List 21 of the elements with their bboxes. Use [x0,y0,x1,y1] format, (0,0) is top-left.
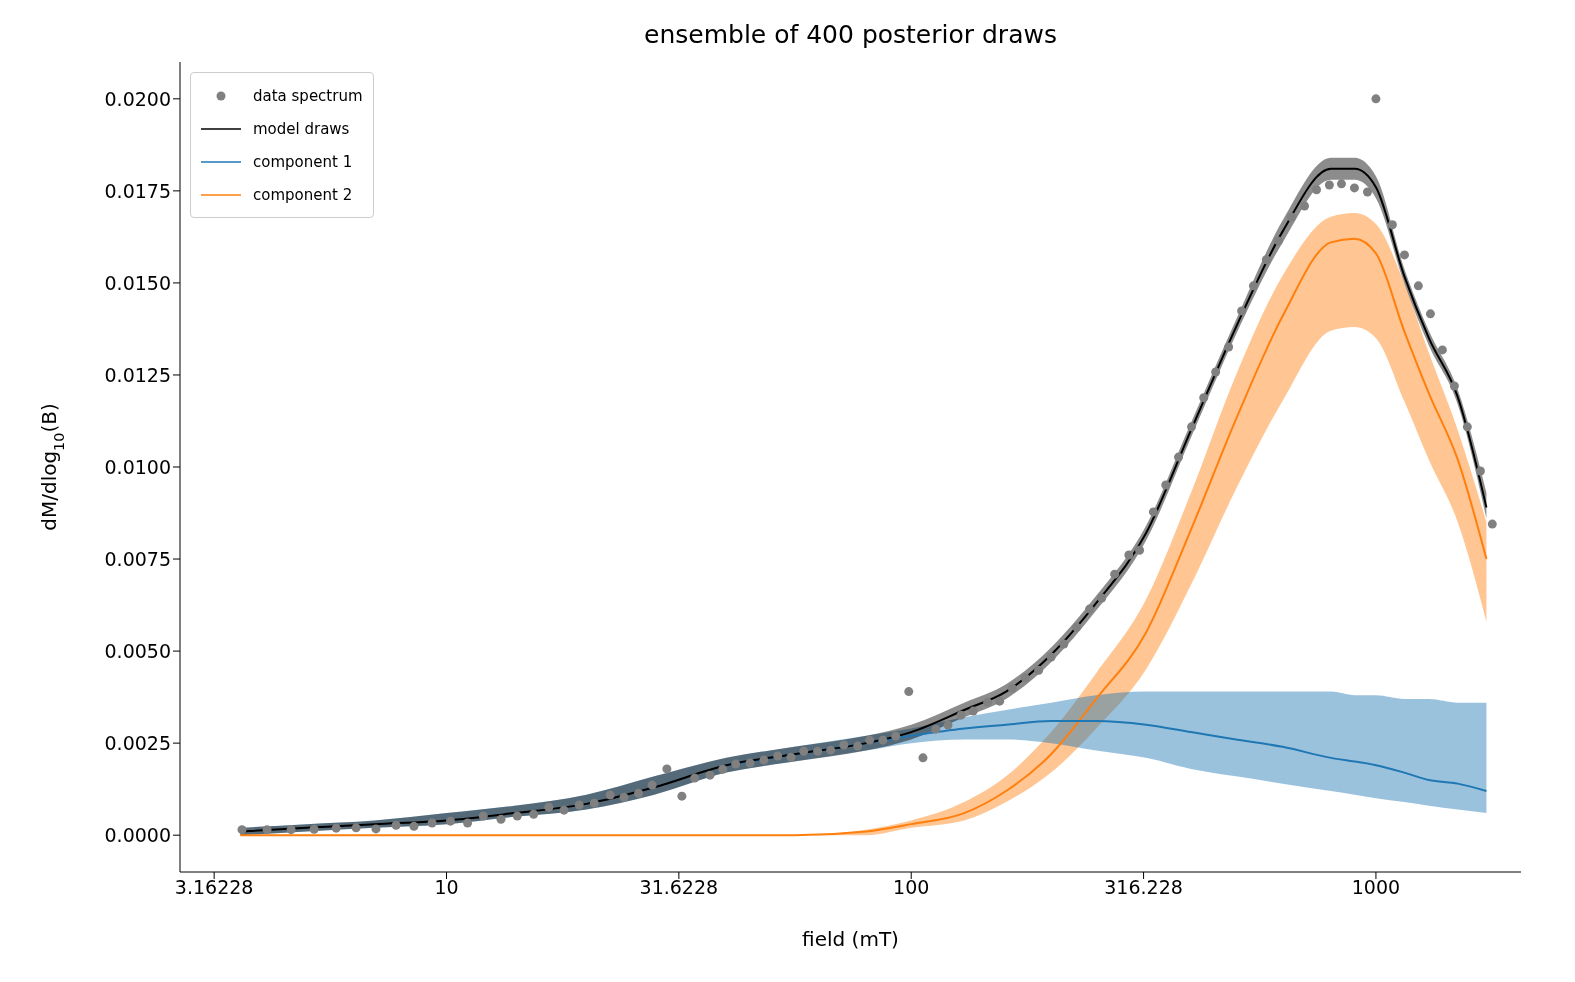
y-tick-label: 0.0175 [104,179,171,202]
x-tick-label: 31.6228 [639,876,719,899]
legend-label: model draws [253,119,350,138]
x-tick-label: 316.228 [1104,876,1183,899]
y-tick-label: 0.0125 [104,363,171,386]
y-tick-label: 0.0075 [104,547,171,570]
y-tick-label: 0.0200 [104,87,171,110]
chart-title: ensemble of 400 posterior draws [643,19,1058,51]
y-tick-label: 0.0000 [104,823,171,846]
y-tick-label: 0.0025 [104,731,171,754]
x-tick-label: 10 [434,876,459,899]
legend-label: data spectrum [253,86,363,105]
y-tick-label: 0.0050 [104,639,171,662]
y-tick-label: 0.0150 [104,271,171,294]
x-tick-label: 1000 [1351,876,1401,899]
legend-label: component 2 [253,185,353,204]
legend-label: component 1 [253,152,353,171]
x-axis-title: field (mT) [802,927,899,951]
x-tick-label: 3.16228 [174,876,254,899]
y-tick-label: 0.0100 [104,455,171,478]
x-tick-label: 100 [893,876,930,899]
